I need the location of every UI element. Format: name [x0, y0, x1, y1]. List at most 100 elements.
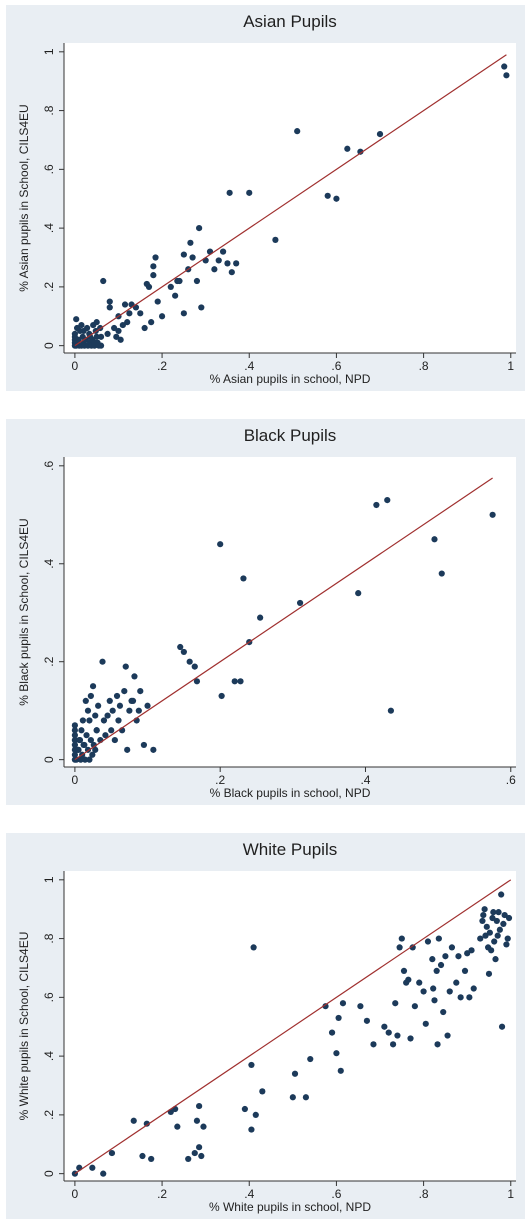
black-data-point — [95, 702, 102, 709]
white-data-point — [370, 1041, 377, 1048]
asian-data-point — [87, 333, 94, 340]
asian-data-point — [211, 266, 218, 273]
asian-data-point — [75, 336, 82, 343]
white-data-point — [337, 1067, 344, 1074]
white-data-point — [437, 961, 445, 969]
asian-data-point — [152, 254, 159, 261]
white-data-point — [433, 967, 440, 975]
white-chart-svg: White Pupils 0 .2 .4 .6 .8 1 0 .2 .4 .6 .8 1 % White … — [6, 833, 525, 1219]
asian-data-point — [91, 339, 98, 346]
white-data-point — [505, 914, 513, 922]
asian-x-axis-label: % Asian pupils in school, NPD — [210, 372, 371, 386]
white-data-point — [504, 935, 511, 942]
asian-data-point — [503, 72, 510, 79]
white-data-point — [482, 932, 489, 939]
white-data-point — [435, 935, 442, 942]
asian-data-point — [189, 254, 196, 261]
asian-data-point — [193, 277, 201, 285]
white-data-point — [328, 1029, 336, 1036]
asian-data-point — [71, 330, 78, 338]
white-data-point — [444, 1032, 451, 1039]
white-data-point — [468, 947, 475, 954]
white-data-point — [496, 926, 503, 933]
black-data-point — [79, 717, 86, 724]
white-data-point — [100, 1170, 107, 1177]
asian-data-point — [376, 130, 384, 138]
white-data-point — [289, 1094, 296, 1101]
black-data-point — [83, 732, 90, 739]
white-data-point — [411, 1003, 418, 1010]
white-data-point — [89, 1164, 96, 1171]
white-data-point — [431, 997, 438, 1004]
black-data-point — [89, 751, 96, 758]
black-data-point — [193, 678, 201, 685]
asian-y-tick-label: 0 — [42, 342, 56, 349]
black-data-point — [384, 496, 391, 504]
white-data-point — [493, 917, 500, 925]
asian-data-point — [333, 195, 340, 202]
asian-data-point — [73, 324, 81, 332]
black-data-point — [438, 570, 445, 577]
black-data-point — [137, 687, 144, 695]
black-chart-title: Black Pupils — [244, 426, 337, 445]
white-x-tick-label: .2 — [157, 1187, 167, 1201]
white-data-point — [196, 1102, 203, 1110]
white-data-point — [448, 944, 456, 951]
black-data-point — [240, 575, 247, 582]
white-data-point — [455, 953, 462, 960]
white-x-tick-label: .8 — [419, 1187, 429, 1201]
asian-data-point — [73, 316, 80, 323]
black-data-point — [76, 736, 84, 744]
white-data-point — [495, 909, 502, 916]
white-y-tick-label: 0 — [42, 1170, 56, 1177]
black-data-point — [77, 756, 84, 763]
asian-data-point — [176, 277, 183, 285]
white-data-point — [464, 950, 471, 957]
white-data-point — [200, 1123, 207, 1130]
black-pupils-chart: Black Pupils 0 .2 .4 .6 0 .2 .4 .6 % Black pupils… — [6, 419, 525, 805]
black-x-tick-label: .6 — [506, 773, 516, 787]
black-data-point — [177, 643, 184, 651]
black-data-point — [116, 702, 124, 709]
asian-x-tick-label: 0 — [72, 359, 79, 373]
black-x-tick-label: .2 — [215, 773, 225, 787]
black-y-tick-label: .2 — [42, 656, 56, 666]
white-data-point — [485, 970, 493, 977]
white-data-point — [248, 1061, 255, 1069]
asian-chart-title: Asian Pupils — [243, 12, 337, 31]
asian-data-point — [172, 292, 179, 299]
black-data-point — [102, 732, 109, 739]
white-data-point — [339, 1000, 347, 1007]
black-data-point — [92, 712, 99, 719]
asian-data-point — [97, 342, 105, 349]
black-data-point — [121, 687, 128, 695]
black-data-point — [87, 736, 94, 744]
black-data-point — [84, 707, 92, 714]
black-chart-svg: Black Pupils 0 .2 .4 .6 0 .2 .4 .6 % Black pupils… — [6, 419, 525, 805]
asian-data-point — [226, 189, 233, 196]
white-data-point — [424, 938, 432, 945]
white-data-point — [196, 1144, 203, 1151]
asian-x-tick-label: .2 — [157, 359, 167, 373]
black-data-point — [131, 673, 138, 680]
asian-data-point — [113, 333, 120, 340]
black-data-point — [93, 727, 100, 734]
black-x-tick-label: 0 — [72, 773, 79, 787]
white-data-point — [335, 1014, 342, 1022]
white-data-point — [392, 1000, 399, 1007]
white-data-point — [442, 953, 449, 960]
asian-data-point — [219, 248, 227, 255]
white-fit-line — [74, 879, 512, 1175]
white-data-point — [457, 994, 464, 1001]
black-data-point — [87, 692, 94, 700]
white-data-point — [491, 938, 498, 945]
white-data-point — [398, 935, 405, 942]
asian-data-point — [150, 263, 157, 270]
black-y-tick-label: .4 — [42, 558, 56, 568]
asian-data-point — [158, 313, 166, 320]
white-data-point — [148, 1155, 155, 1163]
white-data-point — [490, 909, 497, 916]
white-y-tick-label: .8 — [42, 933, 56, 943]
asian-data-point — [228, 269, 235, 276]
asian-x-tick-label: .6 — [331, 359, 341, 373]
